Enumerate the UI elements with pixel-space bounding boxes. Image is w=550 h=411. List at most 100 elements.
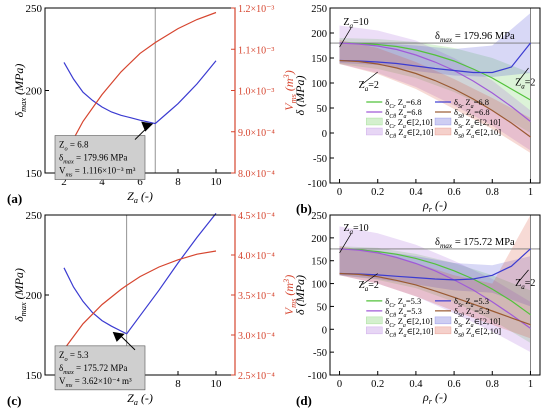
- annotation-box: [54, 135, 146, 180]
- legend-swatch-band: [434, 117, 452, 126]
- y-tick-label-left: 150: [26, 168, 43, 180]
- za-label-left: Za=2: [359, 80, 379, 93]
- y-tick-label-left: 200: [26, 86, 43, 98]
- legend-label: δCθ Za=6.8: [385, 107, 422, 120]
- annotation-line: Vms = 3.62×10⁻⁴ m³: [59, 376, 132, 389]
- y-axis-label-left: δmax (MPa): [12, 268, 28, 322]
- x-tick-label: 8: [175, 176, 181, 188]
- legend-label: δCθ Za∈[2,10]: [385, 127, 433, 140]
- y-tick-label-right: 2.5×10⁻⁴: [238, 371, 275, 382]
- y-tick-label-right: 4.0×10⁻⁴: [238, 251, 275, 262]
- legend-label: δSθ Za∈[2,10]: [454, 326, 501, 339]
- y-axis-label-right-group: Vms (m3): [282, 275, 298, 316]
- x-tick-label: 0.6: [448, 379, 461, 390]
- y-axis-label-right: Vms (m3): [282, 70, 298, 111]
- y-tick-label: 0: [322, 325, 327, 336]
- annotation-line: δmax = 179.96 MPa: [59, 153, 127, 166]
- legend-label: δSr Za∈[2,10]: [454, 316, 501, 329]
- annotation-line: Vms = 1.116×10⁻³ m³: [59, 166, 136, 179]
- legend-label: δSr Za=6.8: [454, 97, 489, 110]
- x-axis-label: Za (-): [127, 189, 153, 205]
- y-axis-label-group: δ (MPa): [293, 275, 307, 315]
- x-axis-label: ρr (-): [422, 390, 447, 406]
- y-tick-label: -50: [313, 348, 327, 359]
- x-tick-label: 0.8: [486, 379, 499, 390]
- x-tick-label: 0.2: [371, 187, 384, 198]
- legend-swatch-band: [366, 326, 383, 335]
- y-tick-label-right: 3.5×10⁻⁴: [238, 291, 275, 302]
- x-tick-label: 0.6: [448, 187, 461, 198]
- y-tick-label-right: 1.2×10⁻³: [238, 4, 274, 15]
- panel-a: 2 4 6 8 10 150 200 250 8.0×10⁻⁴ 9.0×10⁻⁴ 1.0×10⁻³ 1…: [7, 3, 298, 206]
- za-label-right: Za=2: [515, 78, 535, 91]
- legend-label: δSθ Za=5.3: [454, 306, 490, 319]
- max-stress-label: δmax = 179.96 MPa: [435, 31, 515, 44]
- y-tick-label-left: 150: [26, 370, 43, 382]
- x-tick-label: 4: [99, 176, 105, 188]
- x-axis-label: ρr (-): [422, 198, 447, 214]
- annotation-line: Zo = 6.8: [59, 140, 89, 153]
- y-axis-label-right: Vms (m3): [282, 275, 298, 316]
- series-line-right: [63, 11, 217, 157]
- legend-label: δCr Za=6.8: [385, 97, 421, 110]
- series-band: [339, 13, 531, 77]
- legend-swatch-band: [366, 117, 383, 126]
- za-pointer-right: [518, 269, 529, 282]
- series-line: [339, 248, 531, 281]
- za-label-left: Za=2: [359, 280, 379, 293]
- y-tick-label: 250: [311, 4, 327, 15]
- y-tick-label: 50: [317, 104, 328, 115]
- za-pointer-left: [362, 71, 378, 85]
- annotation-line: Zo = 5.3: [59, 350, 89, 363]
- y-tick-label: 200: [311, 234, 327, 245]
- y-axis-label: δ (MPa): [293, 76, 307, 116]
- za-pointer-top: [339, 27, 352, 48]
- x-tick-label: 0.8: [486, 187, 499, 198]
- y-tick-label: -100: [308, 371, 327, 382]
- y-tick-label: 50: [317, 302, 328, 313]
- legend-swatch-band: [434, 316, 452, 325]
- y-tick-label-right: 3.0×10⁻⁴: [238, 331, 275, 342]
- y-axis-label-left-group: δmax (MPa): [12, 268, 28, 322]
- y-tick-label: 250: [311, 211, 327, 222]
- x-tick-label: 10: [211, 176, 223, 188]
- za-pointer-right: [518, 67, 529, 81]
- legend-label: δSθ Za∈[2,10]: [454, 127, 501, 140]
- plot-frame: [329, 214, 541, 376]
- plot-frame: [329, 7, 541, 184]
- legend-swatch-band: [366, 127, 383, 136]
- panel-label: (a): [7, 191, 22, 206]
- y-axis-label-group: δ (MPa): [293, 76, 307, 116]
- panel-label: (b): [296, 201, 312, 216]
- y-tick-label-left: 250: [26, 210, 43, 222]
- legend-label: δCr Za∈[2,10]: [385, 117, 433, 130]
- max-stress-label: δmax = 175.72 MPa: [435, 237, 515, 250]
- y-tick-label-right: 9.0×10⁻⁴: [238, 128, 275, 139]
- series-band: [339, 25, 531, 151]
- y-tick-label-right: 1.1×10⁻³: [238, 45, 274, 56]
- y-tick-label: 100: [311, 280, 327, 291]
- series-line-left: [63, 213, 217, 335]
- x-tick-label: 2: [61, 176, 67, 188]
- legend-label: δCθ Za=5.3: [385, 306, 422, 319]
- series-line-left: [63, 60, 217, 125]
- legend-swatch-band: [434, 326, 452, 335]
- y-axis-label-left-group: δmax (MPa): [12, 64, 28, 118]
- y-tick-label: -50: [313, 154, 327, 165]
- legend-label: δCr Za∈[2,10]: [385, 316, 433, 329]
- y-tick-label: 100: [311, 79, 327, 90]
- x-tick-label: 1: [528, 379, 533, 390]
- y-tick-label-left: 200: [26, 290, 43, 302]
- legend-label: δSr Za=5.3: [454, 296, 489, 309]
- series-line: [339, 42, 531, 74]
- panel-c: 2468101502002502.5×10⁻⁴3.0×10⁻⁴3.5×10⁻⁴4…: [7, 210, 298, 408]
- series-line: [339, 42, 531, 122]
- annotation-box: [54, 345, 146, 391]
- y-axis-label-left: δmax (MPa): [12, 64, 28, 118]
- annotation-arrowhead: [141, 121, 154, 132]
- series-band: [339, 226, 531, 353]
- y-tick-label-right: 8.0×10⁻⁴: [238, 169, 275, 180]
- series-band: [339, 38, 531, 133]
- y-tick-label: 150: [311, 257, 327, 268]
